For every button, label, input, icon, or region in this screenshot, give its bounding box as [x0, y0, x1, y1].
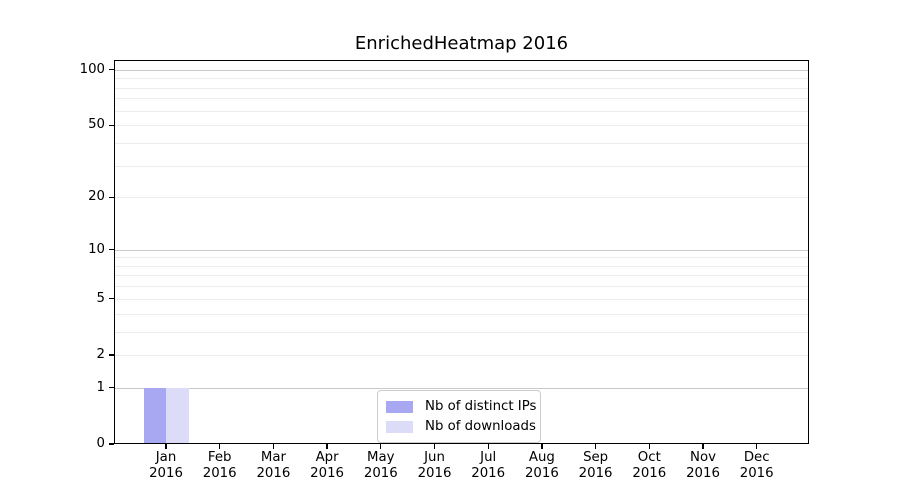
gridline-y-50: [114, 125, 809, 127]
y-tick-1: [109, 387, 114, 389]
gridline-y-7: [114, 275, 809, 277]
y-tick-label-100: 100: [79, 61, 105, 77]
y-tick-label-1: 1: [96, 379, 105, 395]
gridline-y-1: [114, 387, 809, 389]
x-tick-dec: [756, 444, 758, 449]
gridline-y-30: [114, 165, 809, 167]
gridline-y-9: [114, 257, 809, 259]
y-tick-label-2: 2: [96, 346, 105, 362]
gridline-y-6: [114, 286, 809, 288]
y-tick-label-5: 5: [96, 290, 105, 306]
x-tick-oct: [648, 444, 650, 449]
x-tick-label-dec: Dec 2016: [739, 450, 774, 481]
gridline-y-8: [114, 265, 809, 267]
plot-area: [114, 60, 809, 444]
gridline-y-20: [114, 197, 809, 199]
gridline-y-4: [114, 313, 809, 315]
x-tick-jun: [433, 444, 436, 449]
x-tick-label-feb: Feb 2016: [202, 450, 237, 481]
bar-jan-downloads: [166, 387, 189, 444]
gridline-y-100: [114, 69, 809, 71]
y-tick-2: [109, 354, 114, 356]
gridline-y-40: [114, 142, 809, 144]
y-tick-label-20: 20: [88, 189, 105, 205]
y-tick-0: [109, 443, 114, 445]
x-tick-label-aug: Aug 2016: [524, 450, 559, 481]
x-tick-label-nov: Nov 2016: [686, 450, 720, 481]
gridline-y-90: [114, 78, 809, 80]
x-tick-may: [380, 444, 382, 449]
x-tick-label-sep: Sep 2016: [578, 450, 613, 481]
legend-label-distinct-ips: Nb of distinct IPs: [425, 399, 537, 414]
y-tick-20: [109, 196, 114, 198]
x-tick-feb: [219, 444, 221, 449]
gridline-y-10: [114, 249, 809, 251]
x-tick-label-oct: Oct 2016: [632, 450, 667, 481]
bar-jan-distinct-ips: [143, 387, 166, 444]
chart-title: EnrichedHeatmap 2016: [354, 33, 569, 54]
x-tick-aug: [541, 444, 543, 449]
plot-frame: [114, 60, 809, 444]
x-tick-label-mar: Mar 2016: [256, 450, 291, 481]
legend: Nb of distinct IPs Nb of downloads: [377, 390, 541, 443]
x-tick-label-jun: Jun 2016: [417, 450, 452, 481]
x-tick-label-jul: Jul 2016: [471, 450, 506, 481]
gridline-y-80: [114, 87, 809, 89]
y-tick-label-0: 0: [96, 436, 105, 451]
y-tick-5: [109, 298, 114, 300]
x-tick-mar: [272, 444, 275, 449]
x-tick-jan: [165, 444, 167, 449]
x-tick-label-apr: Apr 2016: [310, 450, 345, 481]
legend-entry-distinct-ips: Nb of distinct IPs: [386, 397, 536, 416]
gridline-y-70: [114, 98, 809, 100]
x-tick-nov: [702, 444, 704, 449]
legend-entry-downloads: Nb of downloads: [386, 417, 536, 436]
y-tick-label-50: 50: [88, 117, 105, 133]
gridline-y-5: [114, 298, 809, 300]
gridline-y-60: [114, 110, 809, 112]
legend-label-downloads: Nb of downloads: [425, 419, 536, 434]
y-tick-label-10: 10: [88, 241, 105, 257]
y-tick-100: [109, 69, 114, 71]
gridline-y-2: [114, 354, 809, 356]
x-tick-label-may: May 2016: [363, 450, 398, 481]
x-tick-sep: [594, 444, 597, 449]
gridline-y-3: [114, 331, 809, 333]
x-tick-label-jan: Jan 2016: [149, 450, 183, 481]
y-tick-50: [109, 124, 114, 126]
legend-swatch-downloads-icon: [386, 420, 413, 433]
legend-swatch-distinct-ips-icon: [386, 400, 413, 413]
y-tick-10: [109, 248, 114, 251]
x-tick-apr: [326, 444, 328, 449]
x-tick-jul: [487, 444, 489, 449]
